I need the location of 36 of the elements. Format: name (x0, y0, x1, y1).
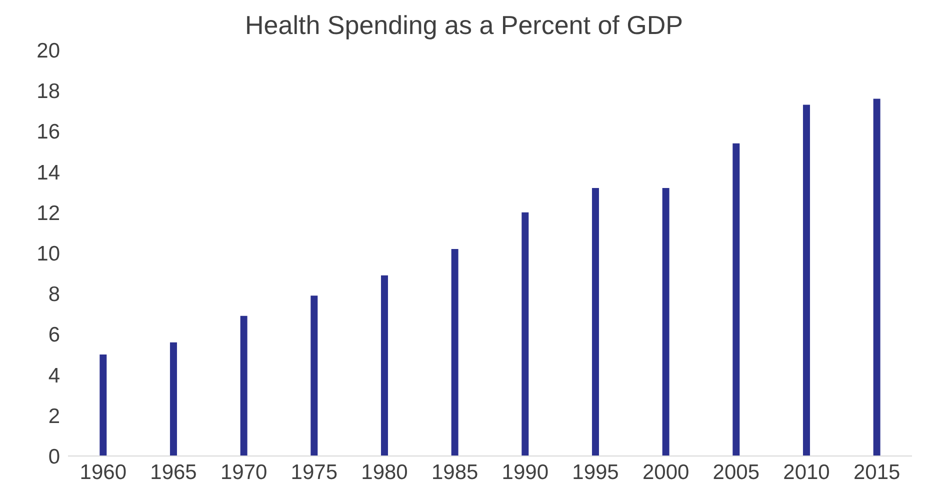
x-tick-label: 2005 (712, 460, 760, 484)
x-tick-label: 1970 (220, 460, 268, 484)
bar (100, 354, 107, 456)
bar (732, 143, 740, 456)
y-tick-label: 8 (48, 283, 60, 306)
x-tick-label: 1980 (361, 460, 408, 484)
bar (240, 316, 248, 456)
y-tick-label: 20 (36, 39, 60, 62)
y-tick-label: 14 (36, 161, 60, 184)
bar (310, 296, 318, 456)
y-tick-label: 18 (36, 80, 60, 104)
y-tick-label: 4 (48, 364, 60, 388)
y-tick-label: 2 (48, 404, 60, 428)
x-tick-label: 1990 (502, 460, 549, 484)
y-tick-label: 0 (48, 445, 60, 468)
y-tick-label: 16 (36, 120, 60, 144)
x-tick-label: 2010 (783, 460, 830, 484)
y-tick-label: 10 (36, 242, 60, 266)
bar (170, 342, 177, 456)
y-tick-label: 12 (36, 202, 60, 225)
bar (451, 248, 458, 456)
bar (522, 212, 529, 456)
bar (662, 188, 670, 456)
x-tick-label: 1985 (431, 460, 478, 484)
bar (873, 98, 880, 456)
x-tick-label: 1965 (150, 460, 197, 484)
x-tick-label: 1995 (572, 460, 619, 484)
x-tick-label: 1960 (80, 460, 127, 484)
bar (380, 275, 388, 456)
x-tick-label: 2000 (642, 460, 690, 484)
y-tick-label: 6 (48, 324, 60, 347)
bar (592, 188, 599, 456)
chart-title: Health Spending as a Percent of GDP (245, 10, 683, 40)
x-tick-label: 1975 (290, 460, 338, 484)
bar (802, 104, 810, 456)
x-tick-label: 2015 (853, 460, 900, 484)
